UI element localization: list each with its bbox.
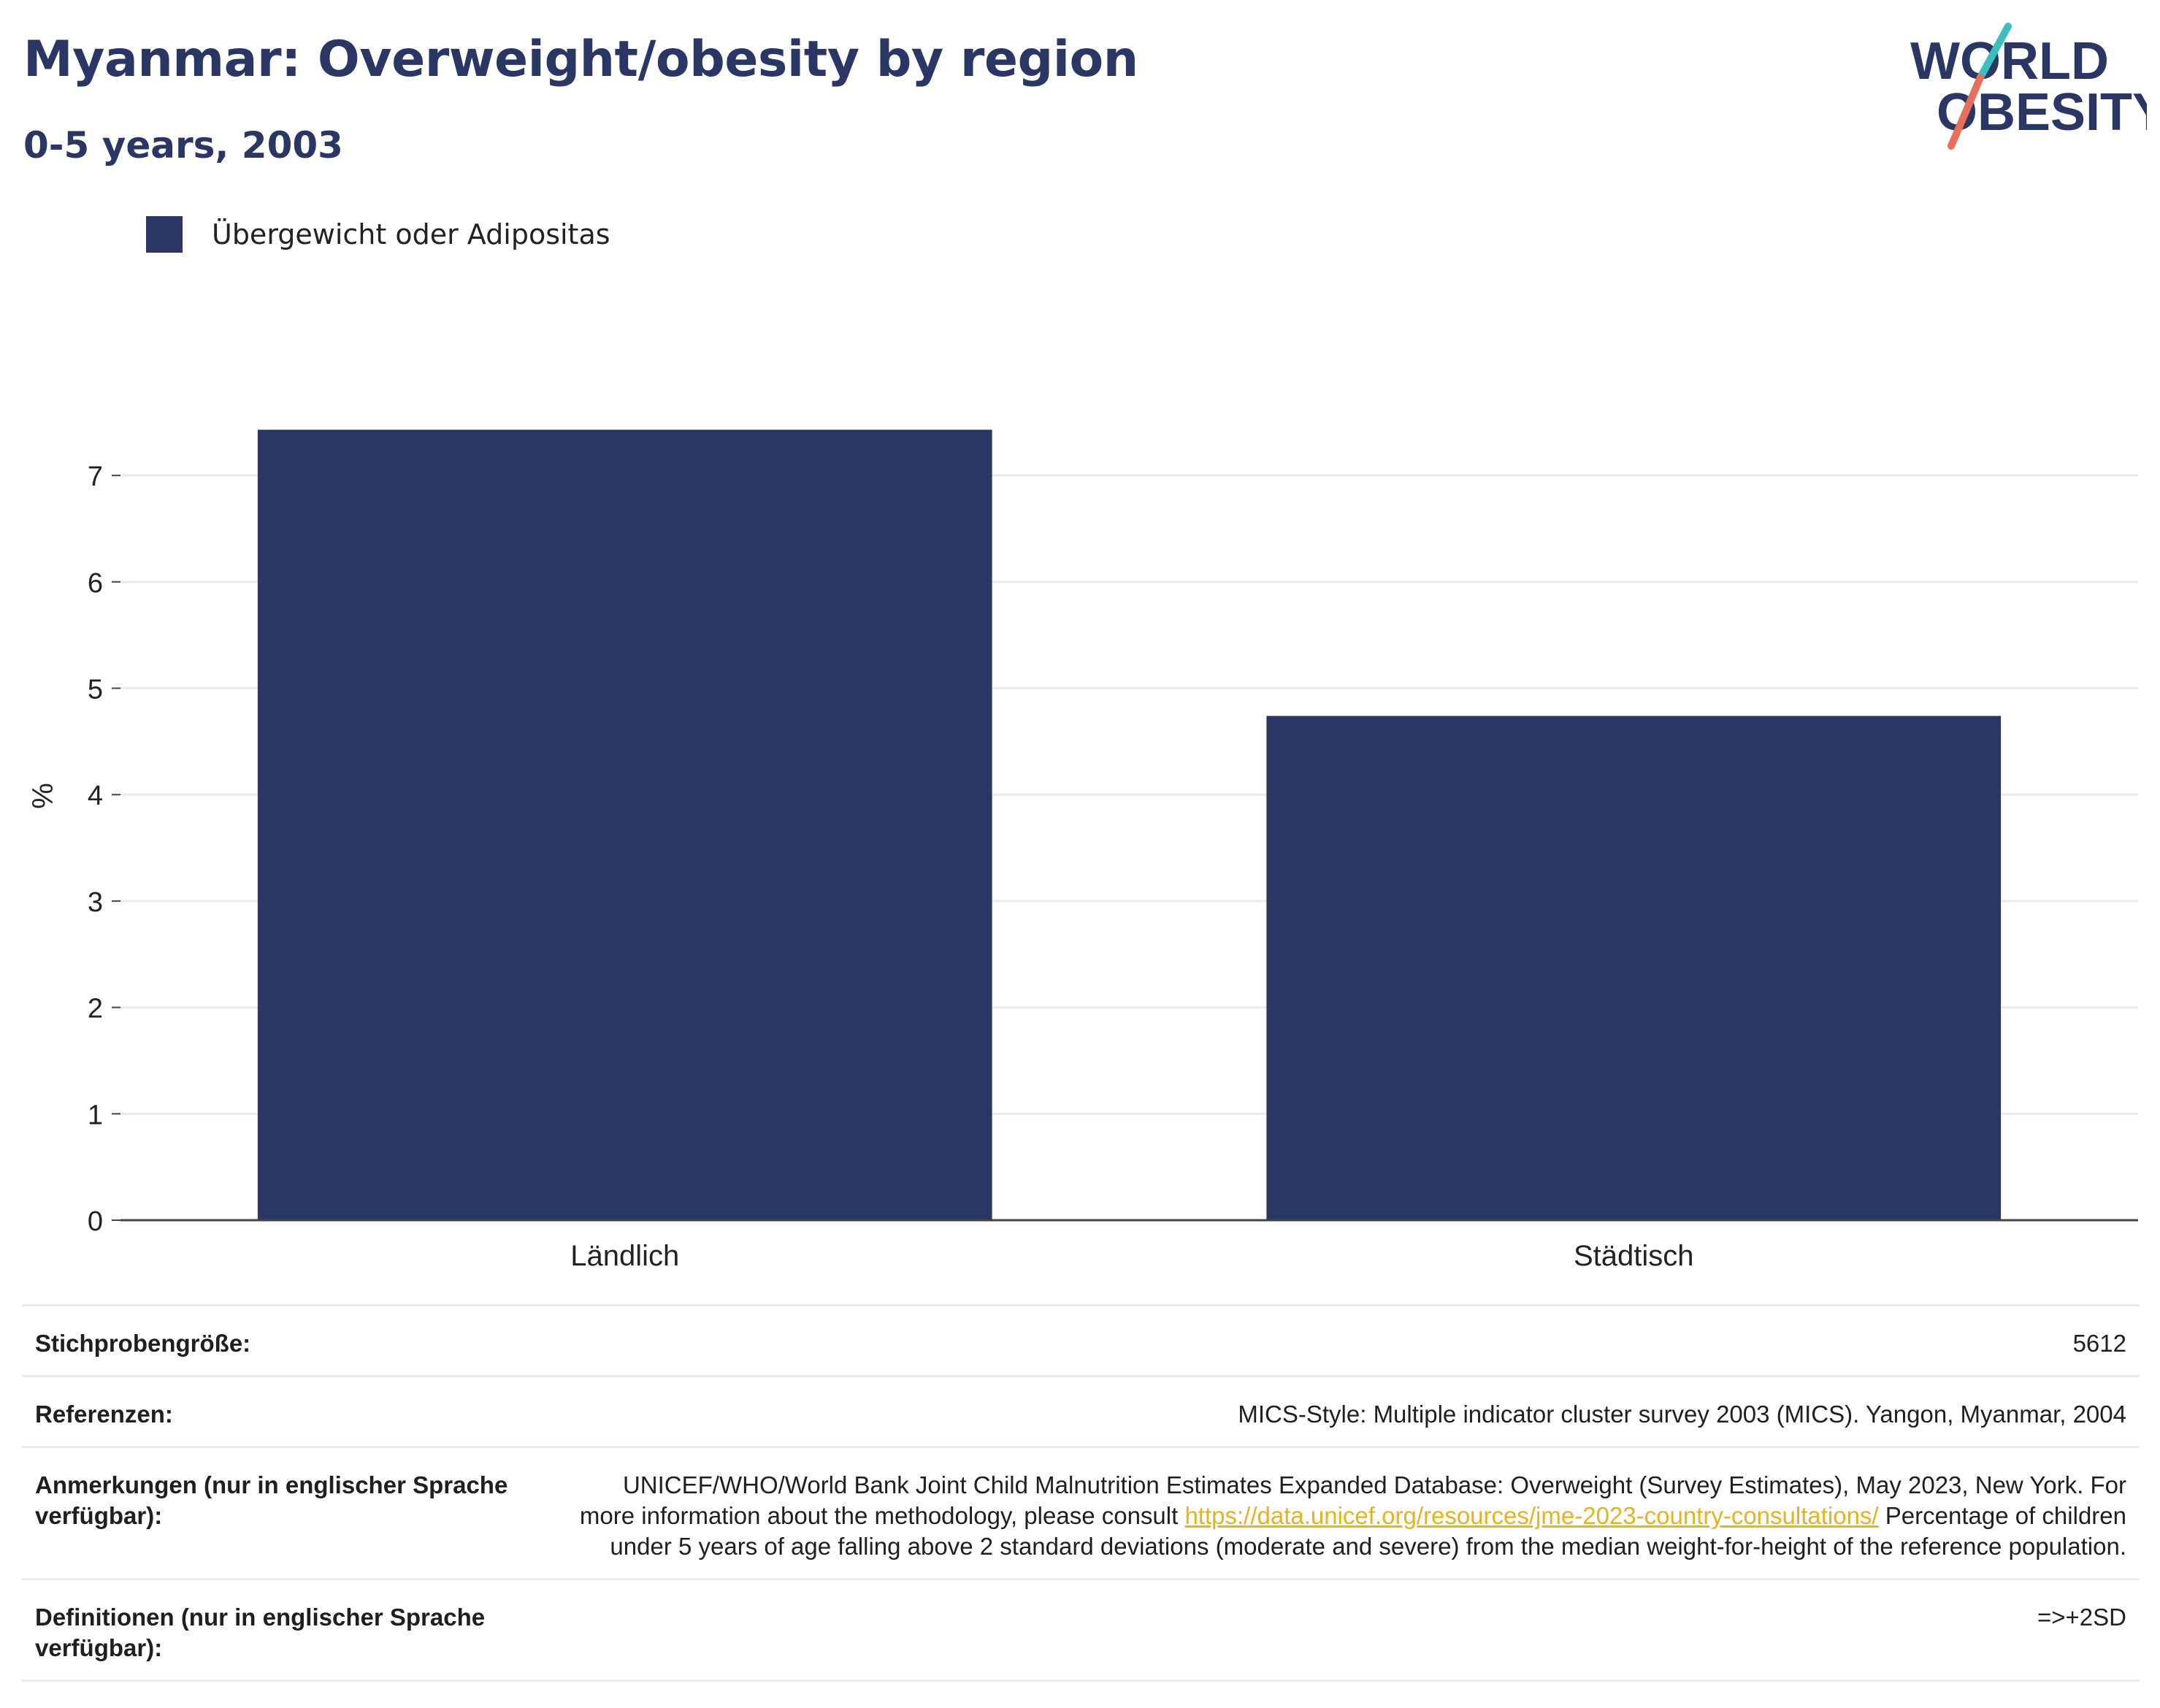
legend-swatch bbox=[146, 216, 183, 253]
axes: 0 1 2 3 4 5 6 7 Ländlich Städtisch bbox=[88, 462, 2138, 1272]
definitions-value: =>+2SD bbox=[559, 1578, 2140, 1682]
notes-label: Anmerkungen (nur in englischer Sprache v… bbox=[22, 1446, 559, 1579]
info-table: Stichprobengröße: 5612 Referenzen: MICS-… bbox=[22, 1304, 2140, 1682]
sample-size-value: 5612 bbox=[559, 1304, 2140, 1376]
y-tick-label: 6 bbox=[88, 568, 103, 599]
logo-slash-bottom bbox=[1948, 74, 1984, 150]
x-tick-label: Städtisch bbox=[1574, 1240, 1694, 1272]
chart-title: Myanmar: Overweight/obesity by region bbox=[23, 31, 1138, 88]
y-tick-label: 4 bbox=[88, 781, 103, 811]
y-tick-label: 1 bbox=[88, 1100, 103, 1130]
chart-subtitle: 0-5 years, 2003 bbox=[23, 124, 343, 166]
notes-link[interactable]: https://data.unicef.org/resources/jme-20… bbox=[1184, 1502, 1879, 1529]
chart-legend[interactable]: Übergewicht oder Adipositas bbox=[146, 216, 610, 253]
references-row: Referenzen: MICS-Style: Multiple indicat… bbox=[22, 1375, 2140, 1447]
references-label: Referenzen: bbox=[22, 1375, 559, 1447]
bar-chart: 0 1 2 3 4 5 6 7 Ländlich Städtisch % bbox=[27, 429, 2138, 1272]
y-tick-label: 0 bbox=[88, 1206, 103, 1237]
logo-slash-top bbox=[1977, 23, 2012, 81]
sample-size-label: Stichprobengröße: bbox=[22, 1304, 559, 1376]
bars bbox=[257, 429, 2002, 1220]
y-tick-label: 5 bbox=[88, 675, 103, 705]
logo-line1: WORLD bbox=[1910, 32, 2109, 91]
references-value: MICS-Style: Multiple indicator cluster s… bbox=[559, 1375, 2140, 1447]
x-tick-label: Ländlich bbox=[570, 1240, 679, 1272]
y-tick-label: 2 bbox=[88, 994, 103, 1025]
bar[interactable] bbox=[257, 429, 992, 1220]
notes-row: Anmerkungen (nur in englischer Sprache v… bbox=[22, 1446, 2140, 1579]
notes-text-1: UNICEF/WHO/World Bank Joint Child Malnut… bbox=[579, 1471, 2126, 1529]
notes-text-2: Percentage of children under 5 years of … bbox=[610, 1502, 2126, 1560]
y-axis-label: % bbox=[27, 783, 59, 809]
legend-label: Übergewicht oder Adipositas bbox=[212, 218, 610, 250]
bar[interactable] bbox=[1266, 716, 2002, 1220]
definitions-row: Definitionen (nur in englischer Sprache … bbox=[22, 1578, 2140, 1682]
definitions-label: Definitionen (nur in englischer Sprache … bbox=[22, 1578, 559, 1682]
sample-size-row: Stichprobengröße: 5612 bbox=[22, 1304, 2140, 1376]
world-obesity-logo: WORLD OBESITY bbox=[1910, 23, 2147, 150]
y-tick-label: 3 bbox=[88, 887, 103, 918]
notes-value: UNICEF/WHO/World Bank Joint Child Malnut… bbox=[559, 1446, 2140, 1579]
y-tick-label: 7 bbox=[88, 462, 103, 492]
